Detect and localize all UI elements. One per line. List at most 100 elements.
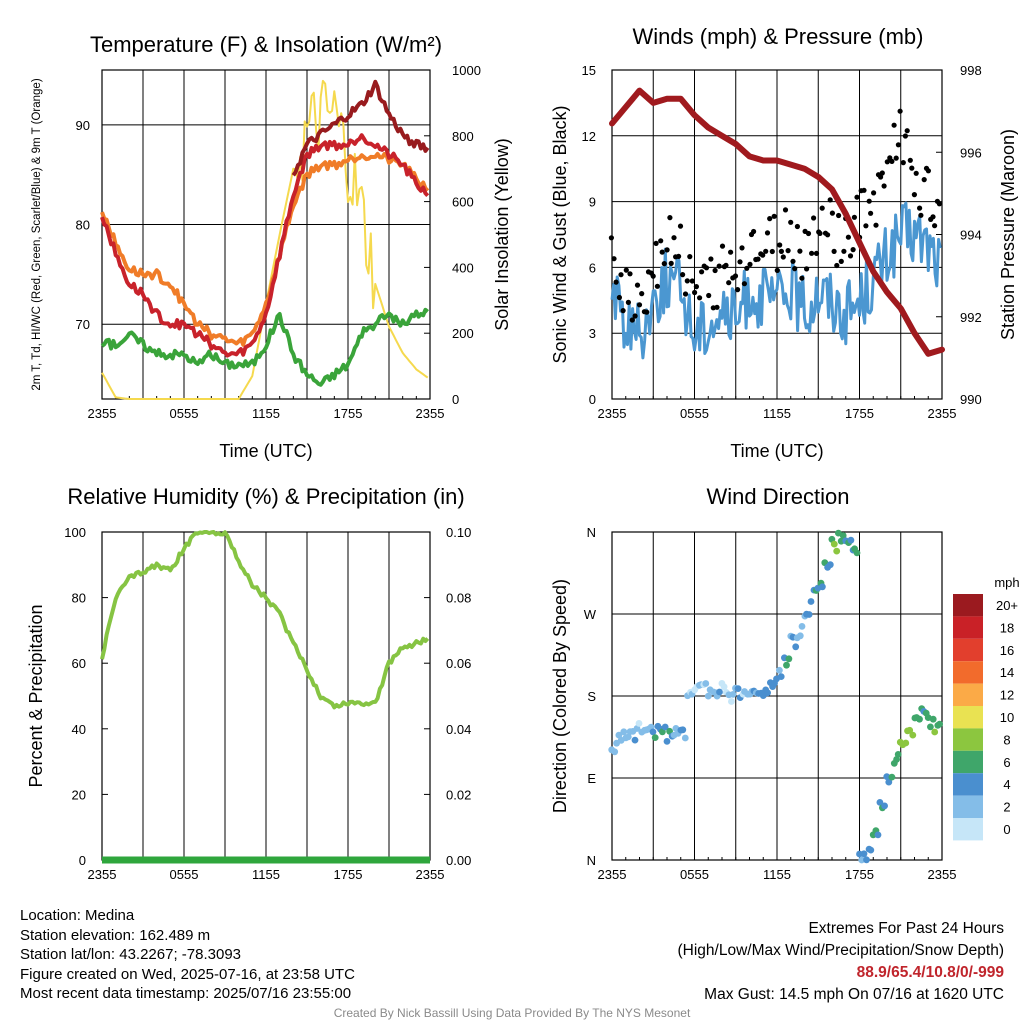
colorbar-label: 8 bbox=[1003, 732, 1010, 747]
extremes-panel: Extremes For Past 24 Hours (High/Low/Max… bbox=[678, 918, 1005, 1006]
gust-point bbox=[878, 174, 884, 180]
direction-point bbox=[728, 698, 735, 705]
x-tick-label: 0555 bbox=[170, 867, 199, 882]
gust-point bbox=[780, 254, 786, 260]
gust-point bbox=[644, 309, 650, 315]
gust-point bbox=[634, 282, 641, 288]
direction-point bbox=[863, 856, 870, 864]
gust-point bbox=[763, 248, 769, 254]
x-tick-label: 2355 bbox=[416, 406, 445, 421]
gust-point bbox=[871, 190, 877, 196]
y-tick-label-right: 0.08 bbox=[446, 591, 471, 606]
gust-point bbox=[687, 254, 693, 260]
gust-point bbox=[767, 216, 773, 222]
gust-point bbox=[623, 267, 629, 273]
latlon-text: Station lat/lon: 43.2267; -78.3093 bbox=[20, 946, 242, 964]
credit-line: Created By Nick Bassill Using Data Provi… bbox=[333, 1006, 691, 1020]
gust-point bbox=[682, 291, 689, 297]
gust-point bbox=[737, 259, 743, 265]
series-dewpoint bbox=[100, 307, 429, 387]
gust-point bbox=[659, 249, 665, 255]
gust-point bbox=[661, 261, 667, 267]
y-tick-label: 80 bbox=[72, 591, 86, 606]
gust-point bbox=[676, 253, 682, 259]
direction-point bbox=[702, 680, 710, 687]
gust-point bbox=[854, 194, 860, 200]
direction-point bbox=[909, 731, 917, 739]
gust-point bbox=[744, 265, 750, 271]
y-axis-label: Percent & Precipitation bbox=[26, 604, 46, 787]
direction-point bbox=[874, 831, 882, 839]
gust-point bbox=[620, 308, 626, 314]
gust-point bbox=[897, 108, 903, 114]
gust-point bbox=[608, 235, 615, 241]
x-tick-label: 0555 bbox=[680, 406, 709, 421]
gust-point bbox=[794, 223, 801, 230]
direction-point bbox=[830, 540, 838, 548]
panel-title: Winds (mph) & Pressure (mb) bbox=[633, 24, 924, 49]
panel-title: Wind Direction bbox=[706, 484, 849, 509]
colorbar-label: 16 bbox=[1000, 643, 1014, 658]
gust-point bbox=[777, 242, 783, 248]
y-axis-label-right: Solar Insolation (Yellow) bbox=[492, 138, 512, 330]
x-axis-label: Time (UTC) bbox=[730, 441, 823, 461]
gust-point bbox=[764, 230, 771, 236]
direction-point bbox=[819, 583, 826, 591]
direction-point bbox=[777, 673, 785, 680]
gust-point bbox=[893, 155, 899, 161]
y-tick-label-right: 0.00 bbox=[446, 853, 471, 868]
gust-point bbox=[813, 250, 820, 256]
gust-point bbox=[654, 283, 661, 289]
colorbar-swatch bbox=[953, 706, 983, 729]
series-pressure bbox=[609, 87, 945, 357]
gust-point bbox=[716, 263, 722, 269]
gust-point bbox=[863, 223, 869, 229]
direction-point bbox=[649, 728, 657, 736]
gust-point bbox=[785, 248, 791, 254]
y-tick-label: 9 bbox=[589, 195, 596, 210]
direction-point bbox=[611, 748, 619, 756]
y-tick-label-right: 998 bbox=[960, 63, 982, 78]
x-tick-label: 2355 bbox=[416, 867, 445, 882]
colorbar-swatch bbox=[953, 795, 983, 818]
extremes-values: 88.9/65.4/10.8/0/-999 bbox=[856, 964, 1004, 981]
gust-point bbox=[677, 223, 684, 229]
gust-point bbox=[684, 278, 690, 284]
x-tick-label: 2355 bbox=[928, 406, 957, 421]
y-axis-label: 2m T, Td, HI/WC (Red, Green, Scarlet/Blu… bbox=[31, 78, 43, 390]
gust-point bbox=[774, 267, 780, 273]
colorbar-swatch bbox=[953, 683, 983, 706]
elevation-text: Station elevation: 162.489 m bbox=[20, 926, 211, 944]
gust-point bbox=[850, 247, 856, 253]
gust-point bbox=[913, 170, 919, 176]
x-axis-label: Time (UTC) bbox=[219, 441, 312, 461]
panel-title: Relative Humidity (%) & Precipitation (i… bbox=[67, 484, 464, 509]
gust-point bbox=[708, 256, 714, 262]
gust-point bbox=[917, 205, 923, 211]
gust-point bbox=[805, 230, 812, 237]
gust-point bbox=[747, 261, 753, 267]
gust-point bbox=[689, 278, 695, 284]
gust-point bbox=[847, 253, 854, 259]
gust-point bbox=[625, 299, 632, 305]
y-tick-label: 12 bbox=[582, 129, 596, 144]
y-tick-label: 15 bbox=[582, 63, 596, 78]
y-tick-label: 100 bbox=[64, 525, 86, 540]
gust-point bbox=[921, 177, 927, 183]
gust-point bbox=[613, 279, 619, 285]
gust-point bbox=[911, 192, 918, 198]
gust-point bbox=[930, 214, 936, 220]
gust-point bbox=[699, 269, 705, 275]
y-tick-label: 80 bbox=[76, 218, 90, 233]
gust-point bbox=[861, 187, 867, 193]
direction-point bbox=[776, 666, 783, 674]
y-tick-label: 0 bbox=[79, 853, 86, 868]
gust-point bbox=[851, 214, 858, 220]
direction-point bbox=[858, 856, 866, 864]
gust-point bbox=[618, 272, 624, 278]
gust-point bbox=[719, 243, 726, 249]
colorbar-swatch bbox=[953, 750, 983, 774]
gust-point bbox=[755, 256, 761, 262]
gust-point bbox=[650, 273, 656, 279]
